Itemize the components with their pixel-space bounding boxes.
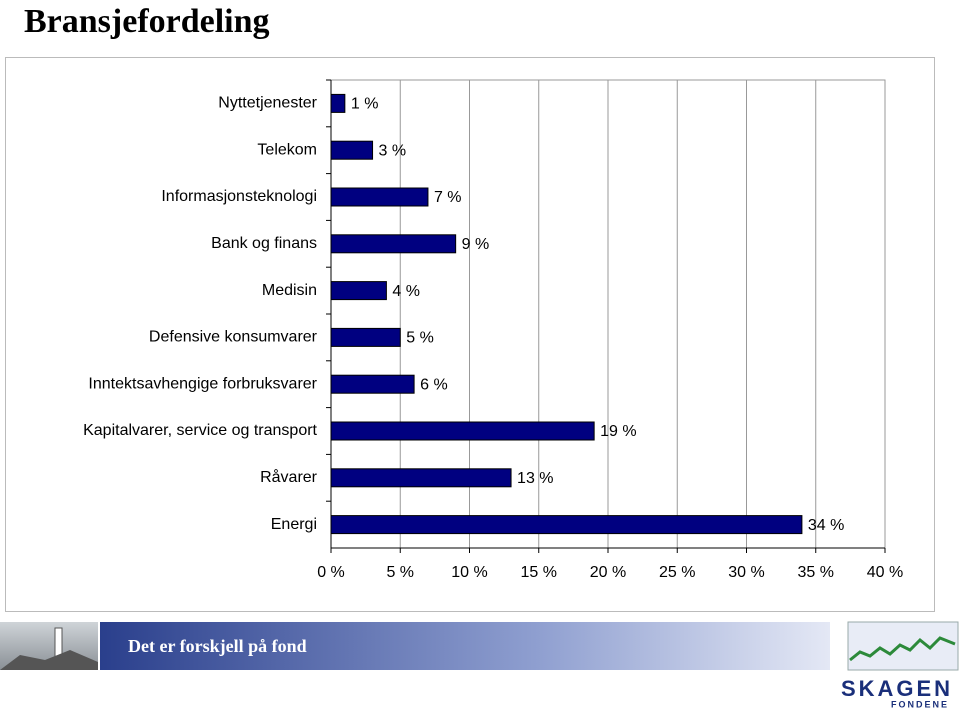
y-tick-label: Medisin: [262, 282, 317, 299]
x-tick-label: 20 %: [590, 564, 626, 581]
y-tick-label: Telekom: [257, 141, 317, 158]
logo-bars: [847, 621, 959, 671]
y-tick-label: Bank og finans: [211, 235, 317, 252]
x-tick-label: 10 %: [451, 564, 487, 581]
value-label: 9 %: [462, 236, 490, 253]
bar: [330, 327, 401, 347]
bar: [330, 140, 374, 160]
slide-title: Bransjefordeling: [24, 3, 270, 40]
bar: [330, 421, 595, 441]
bar: [330, 93, 346, 113]
plot: 0 % 5 % 10 % 15 % 20 % 25 % 30 % 35 % 40 % Nyttet…: [83, 79, 903, 581]
y-tick-label: Nyttetjenester: [218, 95, 317, 112]
x-tick-label: 30 %: [728, 564, 764, 581]
x-tick-label: 5 %: [386, 564, 414, 581]
value-label: 1 %: [351, 96, 379, 113]
x-tick-label: 40 %: [867, 564, 903, 581]
bar: [330, 515, 803, 535]
slogan: Det er forskjell på fond: [128, 636, 307, 656]
y-tick-label: Råvarer: [260, 468, 318, 486]
bar: [330, 234, 457, 254]
bar: [330, 187, 429, 207]
rocks: [0, 650, 98, 670]
value-label: 7 %: [434, 189, 462, 206]
brand-sub: FONDENE: [891, 699, 949, 709]
bar: [330, 281, 387, 301]
brand: SKAGEN: [841, 676, 953, 701]
x-tick-label: 0 %: [317, 564, 345, 581]
y-tick-label: Kapitalvarer, service og transport: [83, 422, 317, 439]
value-label: 4 %: [392, 283, 420, 300]
x-tick-label: 35 %: [798, 564, 834, 581]
bar: [330, 468, 512, 488]
value-label: 6 %: [420, 376, 448, 393]
value-label: 34 %: [808, 517, 844, 534]
value-label: 5 %: [406, 330, 434, 347]
value-label: 19 %: [600, 423, 636, 440]
x-tick-label: 25 %: [659, 564, 695, 581]
value-label: 13 %: [517, 470, 553, 487]
x-tick-label: 15 %: [521, 564, 557, 581]
y-tick-label: Inntektsavhengige forbruksvarer: [88, 375, 317, 392]
y-tick-label: Informasjonsteknologi: [161, 188, 317, 205]
y-tick-label: Energi: [271, 516, 317, 533]
value-label: 3 %: [379, 142, 407, 159]
lighthouse: [54, 627, 63, 659]
banner: [100, 622, 830, 670]
y-tick-label: Defensive konsumvarer: [149, 329, 318, 346]
bar: [330, 374, 415, 394]
